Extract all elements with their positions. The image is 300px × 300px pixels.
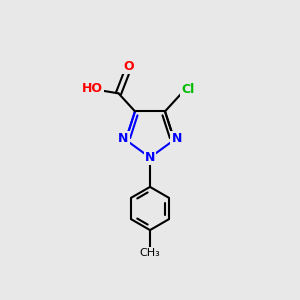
Text: N: N bbox=[145, 151, 155, 164]
Text: HO: HO bbox=[82, 82, 103, 95]
Text: Cl: Cl bbox=[182, 83, 195, 96]
Text: N: N bbox=[172, 132, 182, 145]
Text: N: N bbox=[118, 132, 128, 145]
Text: CH₃: CH₃ bbox=[140, 248, 160, 258]
Text: O: O bbox=[123, 61, 134, 74]
